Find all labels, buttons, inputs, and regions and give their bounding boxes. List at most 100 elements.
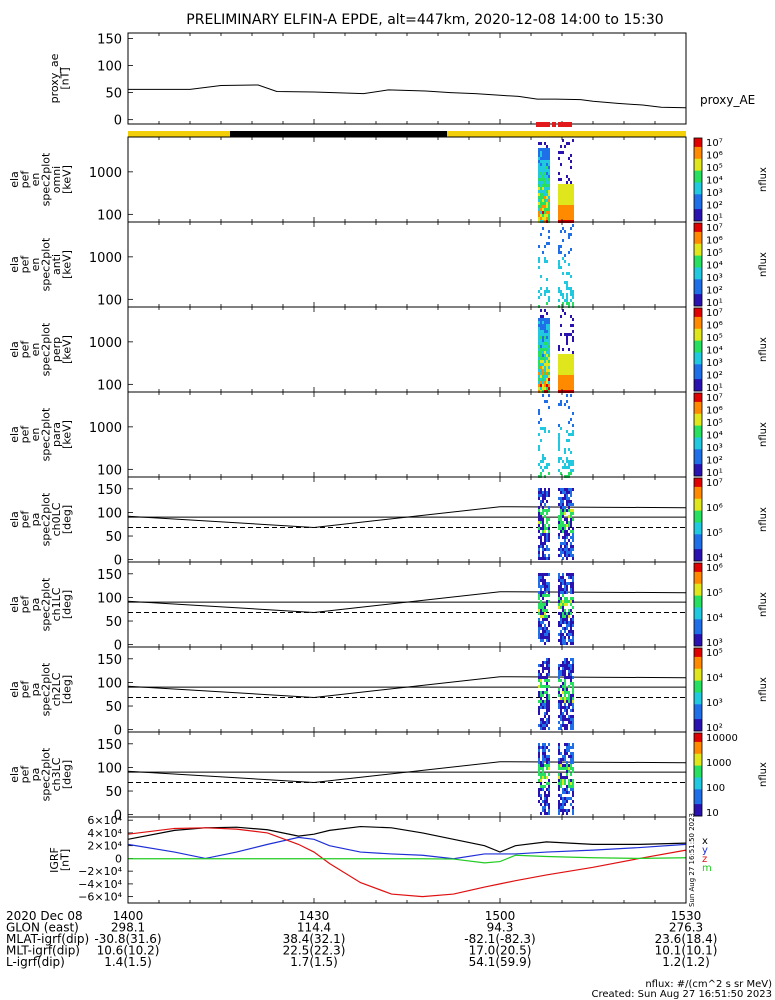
pa-ch0-spectrogram-cell — [544, 515, 546, 518]
en-para-spectrogram-cell — [564, 451, 566, 454]
en-omni-colorbar-tick: 10⁷ — [706, 138, 723, 149]
en-omni-spectrogram-cell — [540, 175, 542, 178]
pa-ch1-spectrogram-cell — [562, 576, 564, 579]
pa-ch1-spectrogram-cell — [572, 624, 574, 627]
en-anti-spectrogram-cell — [570, 290, 572, 293]
en-perp-spectrogram-cell — [570, 324, 572, 327]
en-omni-spectrogram-cell — [562, 151, 564, 154]
pa-ch2-spectrogram-cell — [572, 727, 574, 730]
pa-ch1-spectrogram-cell — [560, 642, 562, 645]
en-perp-spectrogram-cell — [540, 363, 542, 366]
en-anti-spectrogram-cell — [560, 290, 562, 293]
footer-row-label: L-igrf(dip) — [6, 955, 65, 969]
en-perp-spectrogram-cell — [542, 339, 544, 342]
pa-ch0-spectrogram-cell — [562, 503, 564, 506]
pa-ch3-spectrogram-cell — [558, 758, 560, 761]
pa-ch2-spectrogram-cell — [548, 685, 550, 688]
en-anti-spectrogram-cell — [570, 299, 572, 302]
pa-ch1-spectrogram-cell — [564, 579, 566, 582]
pa-ch2-spectrogram-cell — [560, 700, 562, 703]
en-perp-spectrogram-cell — [540, 330, 542, 333]
en-perp-spectrogram-cell — [560, 384, 562, 387]
pa-ch3-colorbar-cell — [694, 744, 702, 749]
en-perp-spectrogram-cell — [542, 333, 544, 336]
pa-ch2-spectrogram-cell — [566, 700, 568, 703]
pa-ch3-spectrogram-cell — [540, 812, 542, 815]
pa-ch0-spectrogram-cell — [562, 557, 564, 560]
en-perp-spectrogram-cell — [540, 372, 542, 375]
pa-ch0-spectrogram-cell — [544, 548, 546, 551]
pa-ch1-spectrogram-cell — [538, 636, 540, 639]
pa-ch1-spectrogram-cell — [542, 639, 544, 642]
igrf-ytick-label: −2×10⁴ — [78, 865, 122, 878]
pa-ch0-spectrogram-cell — [548, 506, 550, 509]
footer-row-value: 17.0(20.5) — [469, 944, 532, 958]
pa-ch3-spectrogram-cell — [546, 758, 548, 761]
en-perp-spectrogram-cell — [548, 348, 550, 351]
en-perp-spectrogram-cell — [558, 357, 560, 360]
en-perp-spectrogram-cell — [546, 387, 548, 390]
en-omni-spectrogram-cell — [538, 208, 540, 211]
pa-ch1-spectrogram-cell — [566, 600, 568, 603]
pa-ch0-spectrogram-cell — [564, 509, 566, 512]
pa-ch2-spectrogram-cell — [560, 703, 562, 706]
en-perp-spectrogram-cell — [572, 324, 574, 327]
en-para-spectrogram-cell — [538, 448, 540, 451]
en-para-spectrogram-cell — [548, 394, 550, 397]
pa-ch2-spectrogram-cell — [560, 664, 562, 667]
en-omni-spectrogram-cell — [542, 163, 544, 166]
en-perp-spectrogram-cell — [548, 366, 550, 369]
pa-ch0-colorbar-cell — [694, 478, 702, 482]
pa-ch0-label-2: pa — [29, 513, 42, 527]
en-para-spectrogram-cell — [540, 466, 542, 469]
en-perp-spectrogram-cell — [546, 318, 548, 321]
pa-ch1-spectrogram-cell — [544, 627, 546, 630]
en-para-label-4: para — [50, 422, 63, 447]
en-perp-spectrogram-cell — [558, 354, 560, 357]
pa-ch0-spectrogram-cell — [558, 554, 560, 557]
pa-ch3-spectrogram-cell — [572, 779, 574, 782]
pa-ch0-spectrogram-cell — [540, 515, 542, 518]
en-perp-spectrogram-cell — [538, 381, 540, 384]
pa-ch2-colorbar-tick: 10² — [706, 723, 723, 734]
en-perp-spectrogram-cell — [538, 333, 540, 336]
en-omni-spectrogram-cell — [548, 178, 550, 181]
proxy-ae-ytick-label: 50 — [105, 87, 122, 102]
en-omni-spectrogram-cell — [540, 166, 542, 169]
pa-ch2-label-2: pa — [29, 683, 42, 697]
pa-ch1-spectrogram-cell — [548, 573, 550, 576]
en-omni-colorbar-tick: 10⁴ — [706, 176, 723, 187]
en-para-spectrogram-cell — [538, 433, 540, 436]
pa-ch1-spectrogram-cell — [562, 573, 564, 576]
en-omni-spectrogram-cell — [564, 184, 566, 187]
pa-ch1-spectrogram-cell — [572, 639, 574, 642]
pa-ch0-spectrogram-cell — [564, 554, 566, 557]
pa-ch2-spectrogram-cell — [540, 727, 542, 730]
en-omni-colorbar-cell — [694, 197, 702, 201]
pa-ch1-spectrogram-cell — [540, 627, 542, 630]
en-perp-spectrogram-cell — [568, 375, 570, 378]
pa-ch2-colorbar-cell — [694, 707, 702, 711]
en-omni-spectrogram-cell — [562, 184, 564, 187]
en-para-spectrogram-cell — [538, 421, 540, 424]
pa-ch2-spectrogram-cell — [564, 658, 566, 661]
pa-ch3-spectrogram-cell — [558, 776, 560, 779]
en-perp-colorbar-tick: 10² — [706, 371, 723, 382]
pa-ch1-spectrogram-cell — [542, 585, 544, 588]
pa-ch1-spectrogram-cell — [564, 582, 566, 585]
pa-ch0-spectrogram-cell — [568, 491, 570, 494]
igrf-label-1: [nT] — [59, 849, 72, 871]
en-para-label-1: pef — [19, 425, 32, 444]
en-anti-colorbar-cell — [694, 291, 702, 295]
pa-ch2-spectrogram-cell — [548, 715, 550, 718]
en-perp-spectrogram-cell — [566, 375, 568, 378]
pa-ch3-spectrogram-cell — [542, 749, 544, 752]
en-omni-spectrogram-cell — [566, 187, 568, 190]
en-omni-colorbar-cell — [694, 158, 702, 163]
en-perp-spectrogram-cell — [544, 360, 546, 363]
pa-ch1-colorbar-cell — [694, 610, 702, 614]
pa-ch3-spectrogram-cell — [538, 773, 540, 776]
pa-ch0-spectrogram-cell — [540, 518, 542, 521]
en-anti-spectrogram-cell — [558, 260, 560, 263]
pa-ch1-spectrogram-cell — [546, 594, 548, 597]
